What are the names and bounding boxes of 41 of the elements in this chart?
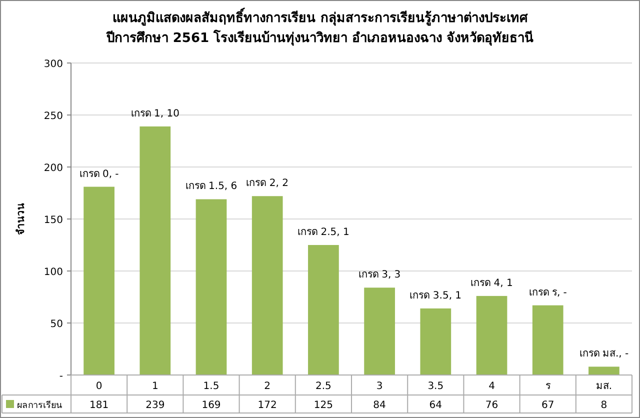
y-tick-label: 250 — [44, 111, 63, 122]
x-tick-label: 1 — [152, 381, 158, 392]
annotation: เกรด 3, 3 — [358, 270, 401, 281]
data-label: 181 — [90, 400, 109, 411]
annotation: เกรด 2, 2 — [246, 178, 288, 190]
data-label: 76 — [485, 400, 498, 411]
data-label: 125 — [314, 400, 333, 411]
x-tick-label: 3.5 — [428, 381, 444, 392]
data-label: 84 — [373, 400, 386, 411]
chart-title: แผนภูมิแสดงผลสัมฤทธิ์ทางการเรียน กลุ่มสาระการเรียนรู้ภาษาต่างประเทศ — [112, 7, 528, 26]
x-tick-label: 1.5 — [203, 381, 220, 392]
y-tick-label: 50 — [50, 319, 63, 330]
annotation: เกรด ร, - — [528, 287, 568, 298]
annotation: เกรด มส., - — [579, 348, 629, 360]
x-tick-label: 2.5 — [315, 381, 332, 392]
data-label: 169 — [202, 400, 221, 411]
annotation: เกรด 4, 1 — [470, 278, 513, 289]
annotation: เกรด 0, - — [79, 168, 120, 180]
x-tick-label: 0 — [96, 381, 102, 392]
data-label: 172 — [258, 400, 277, 411]
annotation: เกรด 2.5, 1 — [298, 227, 350, 238]
data-label: 239 — [146, 400, 165, 411]
x-tick-label: มส. — [596, 381, 612, 392]
annotation: เกรด 1, 10 — [130, 108, 180, 120]
y-axis-title: จำนวน — [15, 203, 27, 235]
x-tick-label: 4 — [488, 381, 495, 392]
x-tick-label: ร — [545, 381, 552, 392]
y-tick-label: 300 — [44, 59, 63, 70]
data-label: 8 — [600, 400, 608, 411]
x-tick-label: 2 — [264, 381, 271, 392]
data-label: 67 — [541, 400, 554, 411]
annotation: เกรด 1.5, 6 — [185, 181, 238, 192]
legend-label: ผลการเรียน — [17, 400, 62, 411]
y-tick-label: 100 — [44, 267, 63, 278]
y-tick-label: 200 — [44, 163, 63, 174]
y-tick-label: - — [59, 371, 64, 382]
x-tick-label: 3 — [376, 381, 383, 392]
chart-subtitle: ปีการศึกษา 2561 โรงเรียนบ้านทุ่งนาวิทยา อำเภอหนองฉาง จังหวัดอุทัยธานี — [105, 29, 534, 46]
annotation: เกรด 3.5, 1 — [410, 290, 462, 302]
y-tick-label: 150 — [44, 215, 63, 226]
data-label: 64 — [429, 400, 442, 411]
